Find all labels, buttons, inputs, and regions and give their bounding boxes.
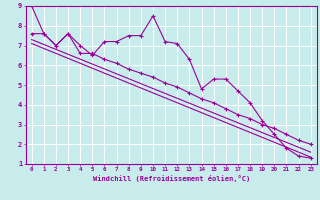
X-axis label: Windchill (Refroidissement éolien,°C): Windchill (Refroidissement éolien,°C) (92, 175, 250, 182)
